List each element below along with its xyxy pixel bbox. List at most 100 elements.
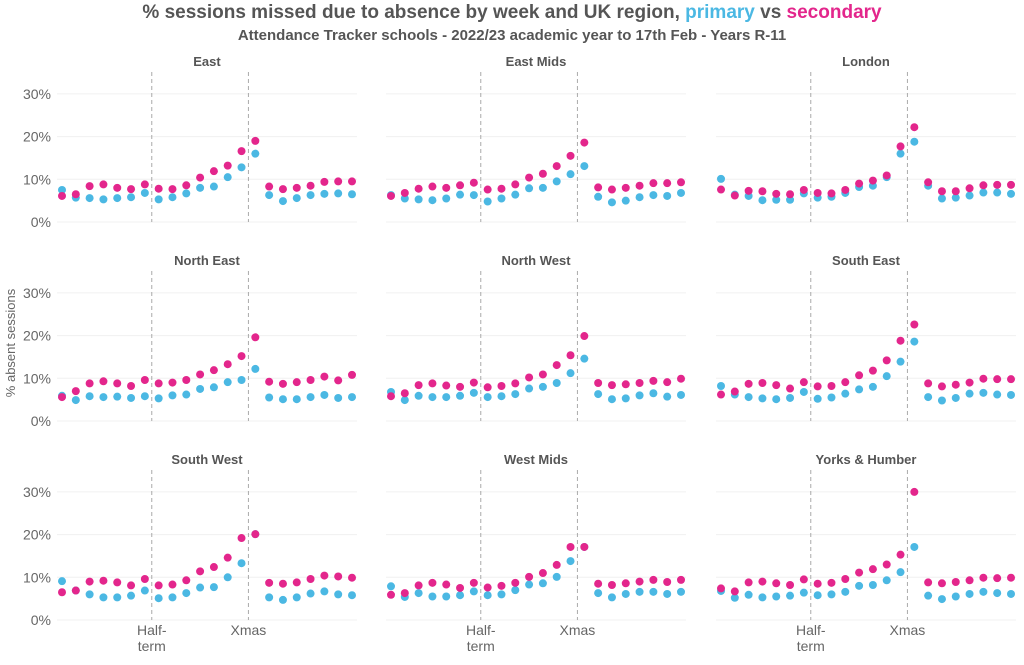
point-secondary-east-week-19 xyxy=(306,181,315,190)
point-primary-north-west-week-4 xyxy=(428,393,437,402)
x-tick-label: Xmas xyxy=(231,622,267,638)
point-secondary-west-mids-week-16 xyxy=(594,579,603,588)
point-secondary-south-west-week-3 xyxy=(85,577,94,586)
point-secondary-south-east-week-7 xyxy=(799,378,808,387)
panel-title-east-mids: East Mids xyxy=(506,54,567,69)
point-primary-north-east-week-11 xyxy=(196,384,205,393)
point-primary-north-east-week-14 xyxy=(237,376,246,385)
point-secondary-east-week-2 xyxy=(71,190,80,199)
point-secondary-east-mids-week-8 xyxy=(483,185,492,194)
point-secondary-yorks-humber-week-19 xyxy=(965,576,974,585)
point-primary-south-east-week-3 xyxy=(744,393,753,402)
point-secondary-south-east-week-16 xyxy=(924,379,933,388)
point-secondary-south-east-week-4 xyxy=(758,378,767,387)
point-primary-london-week-21 xyxy=(993,188,1002,197)
point-secondary-east-week-22 xyxy=(348,177,356,186)
point-secondary-south-east-week-10 xyxy=(841,378,850,387)
point-primary-yorks-humber-week-3 xyxy=(744,590,753,599)
point-secondary-yorks-humber-week-17 xyxy=(937,579,946,588)
point-secondary-north-west-week-7 xyxy=(469,378,478,387)
point-primary-west-mids-week-22 xyxy=(677,587,685,596)
point-primary-east-week-1 xyxy=(58,185,66,194)
point-primary-west-mids-week-13 xyxy=(552,572,561,581)
point-secondary-east-mids-week-3 xyxy=(414,184,423,193)
point-secondary-east-mids-week-16 xyxy=(594,183,603,192)
point-primary-north-west-week-17 xyxy=(607,395,616,404)
point-primary-east-week-18 xyxy=(292,194,301,203)
point-primary-south-west-week-20 xyxy=(320,587,329,596)
point-primary-east-mids-week-20 xyxy=(649,191,658,200)
panel-title-west-mids: West Mids xyxy=(504,452,568,467)
point-primary-london-week-22 xyxy=(1007,189,1015,198)
point-secondary-east-mids-week-4 xyxy=(428,182,437,191)
point-primary-yorks-humber-week-5 xyxy=(772,592,781,601)
point-secondary-west-mids-week-1 xyxy=(387,590,395,599)
point-primary-west-mids-week-12 xyxy=(538,579,547,588)
point-secondary-west-mids-week-22 xyxy=(677,575,685,584)
point-secondary-east-mids-week-17 xyxy=(607,185,616,194)
point-secondary-south-west-week-16 xyxy=(265,578,274,587)
point-secondary-south-west-week-12 xyxy=(209,563,218,572)
point-primary-north-east-week-20 xyxy=(320,390,329,399)
point-secondary-east-week-14 xyxy=(237,147,246,156)
point-secondary-south-west-week-5 xyxy=(113,578,122,587)
point-secondary-east-mids-week-11 xyxy=(525,173,534,182)
point-secondary-west-mids-week-13 xyxy=(552,560,561,569)
point-secondary-yorks-humber-week-13 xyxy=(882,560,891,569)
y-axis-label: % absent sessions xyxy=(3,288,18,397)
point-primary-east-mids-week-16 xyxy=(594,192,603,201)
point-primary-yorks-humber-week-7 xyxy=(799,588,808,597)
point-primary-south-east-week-4 xyxy=(758,394,767,403)
point-primary-east-mids-week-17 xyxy=(607,198,616,207)
point-secondary-east-mids-week-12 xyxy=(538,169,547,178)
point-secondary-south-west-week-7 xyxy=(140,575,149,584)
y-tick-label: 20% xyxy=(23,527,51,543)
point-secondary-south-east-week-2 xyxy=(730,387,739,396)
point-primary-north-west-week-14 xyxy=(566,369,575,378)
point-primary-north-west-week-18 xyxy=(621,394,630,403)
point-secondary-south-east-week-21 xyxy=(993,375,1002,384)
point-secondary-east-mids-week-21 xyxy=(663,179,672,188)
point-secondary-east-mids-week-19 xyxy=(635,181,644,190)
point-primary-north-west-week-11 xyxy=(525,384,534,393)
y-tick-label: 30% xyxy=(23,484,51,500)
point-secondary-south-east-week-22 xyxy=(1007,375,1015,384)
point-secondary-east-mids-week-6 xyxy=(456,181,465,190)
point-secondary-west-mids-week-14 xyxy=(566,542,575,551)
point-secondary-east-mids-week-5 xyxy=(442,183,451,192)
point-primary-east-mids-week-8 xyxy=(483,197,492,206)
point-primary-west-mids-week-14 xyxy=(566,557,575,566)
panel-title-london: London xyxy=(842,54,890,69)
x-tick-label: Half- xyxy=(137,622,167,638)
point-secondary-east-week-13 xyxy=(223,161,232,170)
point-secondary-yorks-humber-week-21 xyxy=(993,574,1002,583)
point-primary-north-west-week-12 xyxy=(538,382,547,391)
point-primary-london-week-6 xyxy=(786,195,795,204)
point-primary-east-week-21 xyxy=(334,189,343,198)
point-secondary-north-east-week-4 xyxy=(99,377,108,386)
point-primary-west-mids-week-16 xyxy=(594,589,603,598)
point-primary-east-week-5 xyxy=(113,194,122,203)
point-secondary-east-mids-week-18 xyxy=(621,183,630,192)
y-tick-label: 0% xyxy=(31,413,51,429)
point-primary-yorks-humber-week-18 xyxy=(951,592,960,601)
point-secondary-west-mids-week-8 xyxy=(483,583,492,592)
point-secondary-yorks-humber-week-10 xyxy=(841,575,850,584)
point-secondary-yorks-humber-week-4 xyxy=(758,577,767,586)
point-secondary-south-west-week-2 xyxy=(71,586,80,595)
point-secondary-yorks-humber-week-8 xyxy=(813,579,822,588)
point-secondary-south-east-week-9 xyxy=(827,381,836,390)
point-secondary-yorks-humber-week-9 xyxy=(827,578,836,587)
point-secondary-east-mids-week-7 xyxy=(469,178,478,187)
point-secondary-north-east-week-12 xyxy=(209,366,218,375)
point-primary-east-week-19 xyxy=(306,191,315,200)
point-secondary-london-week-6 xyxy=(786,190,795,199)
point-secondary-london-week-8 xyxy=(813,188,822,197)
point-secondary-west-mids-week-9 xyxy=(497,581,506,590)
point-secondary-south-west-week-20 xyxy=(320,571,329,580)
point-secondary-east-week-20 xyxy=(320,177,329,186)
point-secondary-south-west-week-11 xyxy=(196,567,205,576)
point-primary-south-west-week-5 xyxy=(113,593,122,602)
point-primary-east-mids-week-11 xyxy=(525,184,534,193)
